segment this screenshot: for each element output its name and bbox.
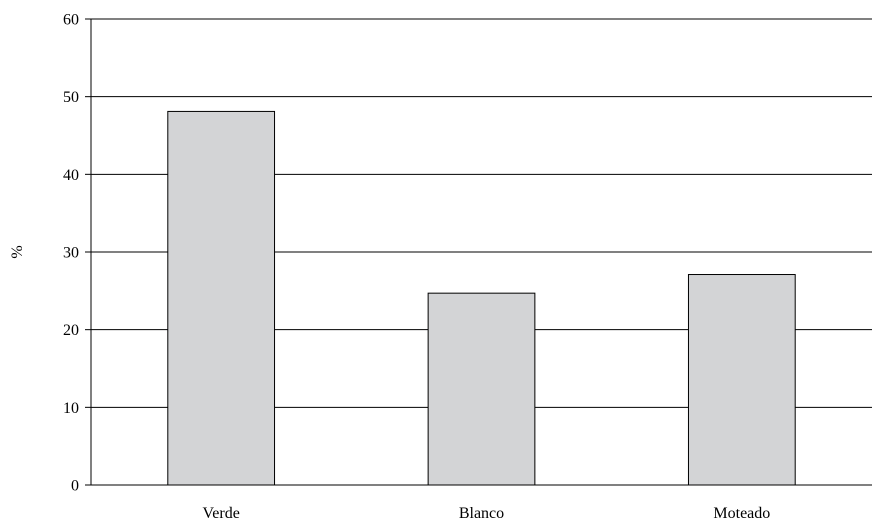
- bar-verde: [167, 110, 276, 486]
- y-tick-label: 0: [71, 478, 79, 495]
- y-tick-label: 30: [63, 245, 79, 262]
- bars: [167, 110, 796, 486]
- y-tick-label: 20: [63, 322, 79, 339]
- bar-blanco: [427, 292, 536, 486]
- x-category-label: Blanco: [459, 505, 504, 522]
- y-tick-label: 40: [63, 167, 79, 184]
- x-category-label: Verde: [203, 505, 240, 522]
- y-axis-title: %: [9, 245, 26, 258]
- axes: [85, 18, 872, 486]
- y-tick-label: 60: [63, 12, 79, 29]
- y-tick-label: 10: [63, 400, 79, 417]
- x-category-labels: Verde Blanco Moteado: [203, 505, 771, 522]
- y-tick-labels: 0 10 20 30 40 50 60: [63, 12, 79, 495]
- y-tick-label: 50: [63, 89, 79, 106]
- bar-moteado: [687, 274, 796, 486]
- x-category-label: Moteado: [713, 505, 770, 522]
